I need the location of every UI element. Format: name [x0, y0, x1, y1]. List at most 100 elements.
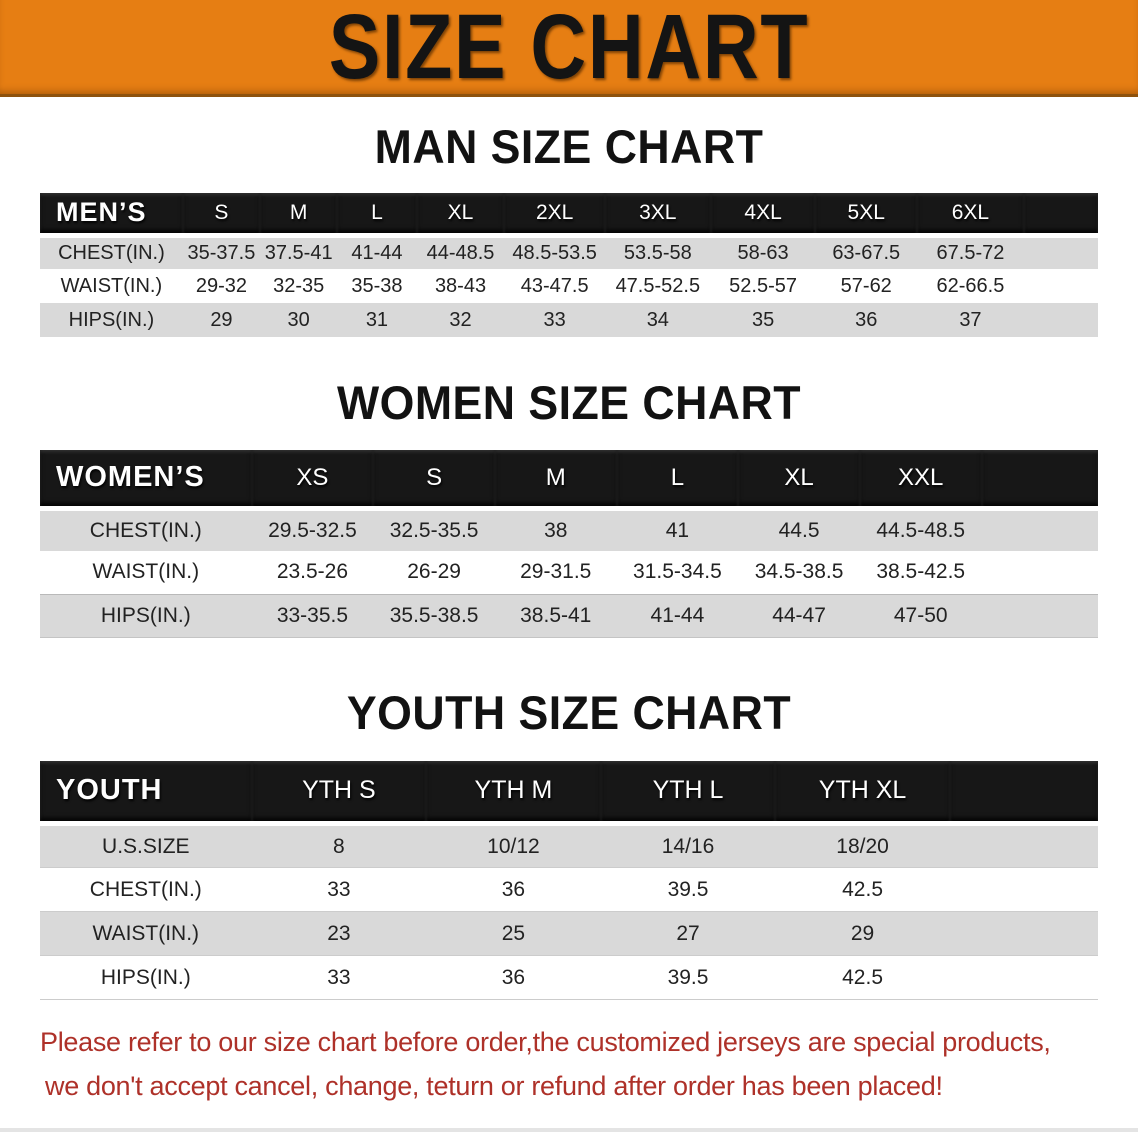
row-label: HIPS(IN.) — [40, 303, 183, 337]
measurement-cell: 44.5 — [738, 507, 860, 551]
table-title-cell: YOUTH — [40, 760, 252, 826]
bottom-edge-strip — [0, 1128, 1138, 1132]
size-column-header: YTH XL — [775, 760, 950, 826]
size-column-header: 4XL — [710, 193, 816, 238]
row-label: CHEST(IN.) — [40, 507, 252, 551]
table-row: CHEST(IN.) 29.5-32.5 32.5-35.5 38 41 44.5 44.5… — [40, 507, 1098, 551]
measurement-cell: 32.5-35.5 — [373, 507, 495, 551]
table-row: WAIST(IN.) 23 25 27 29 — [40, 911, 1098, 956]
size-column-header: L — [616, 450, 739, 511]
table-title-cell: MEN’S — [40, 193, 183, 238]
table-row: HIPS(IN.) 33 36 39.5 42.5 — [40, 955, 1098, 1000]
measurement-cell: 32 — [416, 303, 505, 337]
row-label: WAIST(IN.) — [40, 269, 183, 303]
order-disclaimer: Please refer to our size chart before or… — [0, 1020, 1138, 1108]
measurement-cell: 41-44 — [616, 593, 739, 638]
row-label: U.S.SIZE — [40, 823, 252, 868]
spacer-cell — [949, 760, 1098, 826]
measurement-cell: 38-43 — [416, 269, 505, 303]
spacer-cell — [1023, 235, 1098, 269]
table-row: WAIST(IN.) 29-32 32-35 35-38 38-43 43-47.5 47.… — [40, 269, 1098, 303]
table-title-cell: WOMEN’S — [40, 450, 252, 511]
men-size-table: MEN’S S M L XL 2XL 3XL 4XL 5XL 6XL CHEST(IN.) 35-37… — [40, 193, 1098, 337]
table-row: U.S.SIZE 8 10/12 14/16 18/20 — [40, 823, 1098, 868]
measurement-cell: 53.5-58 — [604, 235, 711, 269]
disclaimer-line-2: we don't accept cancel, change, teturn o… — [45, 1071, 943, 1101]
size-column-header: S — [373, 450, 495, 511]
table-header-row: YOUTH YTH S YTH M YTH L YTH XL — [40, 760, 1098, 826]
row-label: HIPS(IN.) — [40, 593, 252, 638]
size-column-header: YTH L — [600, 760, 776, 826]
measurement-cell: 34.5-38.5 — [738, 551, 860, 594]
spacer-cell — [981, 450, 1098, 511]
size-column-header: 5XL — [815, 193, 918, 238]
table-row: WAIST(IN.) 23.5-26 26-29 29-31.5 31.5-34.5 34… — [40, 551, 1098, 594]
measurement-cell: 42.5 — [775, 867, 950, 912]
measurement-cell: 58-63 — [710, 235, 816, 269]
table-row: HIPS(IN.) 33-35.5 35.5-38.5 38.5-41 41-44 44-… — [40, 593, 1098, 638]
row-label: WAIST(IN.) — [40, 911, 252, 956]
measurement-cell: 29-31.5 — [494, 551, 617, 594]
measurement-cell: 42.5 — [775, 955, 950, 1000]
measurement-cell: 35-38 — [337, 269, 417, 303]
measurement-cell: 29 — [775, 911, 950, 956]
measurement-cell: 38 — [494, 507, 617, 551]
size-chart-banner: SIZE CHART — [0, 0, 1138, 97]
measurement-cell: 29-32 — [182, 269, 261, 303]
measurement-cell: 63-67.5 — [815, 235, 918, 269]
measurement-cell: 33 — [251, 867, 427, 912]
spacer-cell — [1023, 269, 1098, 303]
measurement-cell: 39.5 — [600, 955, 776, 1000]
size-column-header: XS — [251, 450, 374, 511]
measurement-cell: 36 — [815, 303, 918, 337]
size-column-header: M — [494, 450, 617, 511]
size-column-header: YTH M — [426, 760, 601, 826]
measurement-cell: 37.5-41 — [260, 235, 338, 269]
measurement-cell: 31.5-34.5 — [616, 551, 739, 594]
measurement-cell: 41 — [616, 507, 739, 551]
measurement-cell: 37 — [917, 303, 1024, 337]
women-size-table: WOMEN’S XS S M L XL XXL CHEST(IN.) 29.5-32.5 32.5… — [40, 450, 1098, 638]
measurement-cell: 47.5-52.5 — [604, 269, 711, 303]
size-column-header: S — [182, 193, 261, 238]
banner-title: SIZE CHART — [328, 0, 810, 98]
row-label: HIPS(IN.) — [40, 955, 252, 1000]
disclaimer-line-1: Please refer to our size chart before or… — [40, 1027, 1051, 1057]
table-row: CHEST(IN.) 35-37.5 37.5-41 41-44 44-48.5 48.5… — [40, 235, 1098, 269]
measurement-cell: 33 — [251, 955, 427, 1000]
spacer-cell — [949, 823, 1098, 868]
table-header-row: MEN’S S M L XL 2XL 3XL 4XL 5XL 6XL — [40, 193, 1098, 238]
measurement-cell: 57-62 — [815, 269, 918, 303]
table-row: HIPS(IN.) 29 30 31 32 33 34 35 36 37 — [40, 303, 1098, 337]
measurement-cell: 48.5-53.5 — [504, 235, 605, 269]
measurement-cell: 67.5-72 — [917, 235, 1024, 269]
spacer-cell — [1023, 303, 1098, 337]
women-section-heading: WOMEN SIZE CHART — [336, 376, 801, 429]
measurement-cell: 18/20 — [775, 823, 950, 868]
table-row: CHEST(IN.) 33 36 39.5 42.5 — [40, 867, 1098, 912]
measurement-cell: 31 — [337, 303, 417, 337]
measurement-cell: 34 — [604, 303, 711, 337]
measurement-cell: 33-35.5 — [251, 593, 374, 638]
measurement-cell: 35.5-38.5 — [373, 593, 495, 638]
size-column-header: XL — [416, 193, 505, 238]
size-column-header: 3XL — [604, 193, 711, 238]
spacer-cell — [1023, 193, 1098, 238]
measurement-cell: 52.5-57 — [710, 269, 816, 303]
spacer-cell — [981, 593, 1098, 638]
size-column-header: L — [337, 193, 417, 238]
spacer-cell — [949, 955, 1098, 1000]
measurement-cell: 30 — [260, 303, 338, 337]
measurement-cell: 33 — [504, 303, 605, 337]
row-label: WAIST(IN.) — [40, 551, 252, 594]
size-column-header: XXL — [859, 450, 982, 511]
youth-size-table: YOUTH YTH S YTH M YTH L YTH XL U.S.SIZE 8 10/12… — [40, 760, 1098, 1000]
measurement-cell: 62-66.5 — [917, 269, 1024, 303]
measurement-cell: 27 — [600, 911, 776, 956]
measurement-cell: 38.5-42.5 — [859, 551, 982, 594]
measurement-cell: 14/16 — [600, 823, 776, 868]
men-section-heading: MAN SIZE CHART — [374, 120, 764, 173]
measurement-cell: 29.5-32.5 — [251, 507, 374, 551]
measurement-cell: 43-47.5 — [504, 269, 605, 303]
youth-section-heading: YOUTH SIZE CHART — [346, 685, 792, 739]
